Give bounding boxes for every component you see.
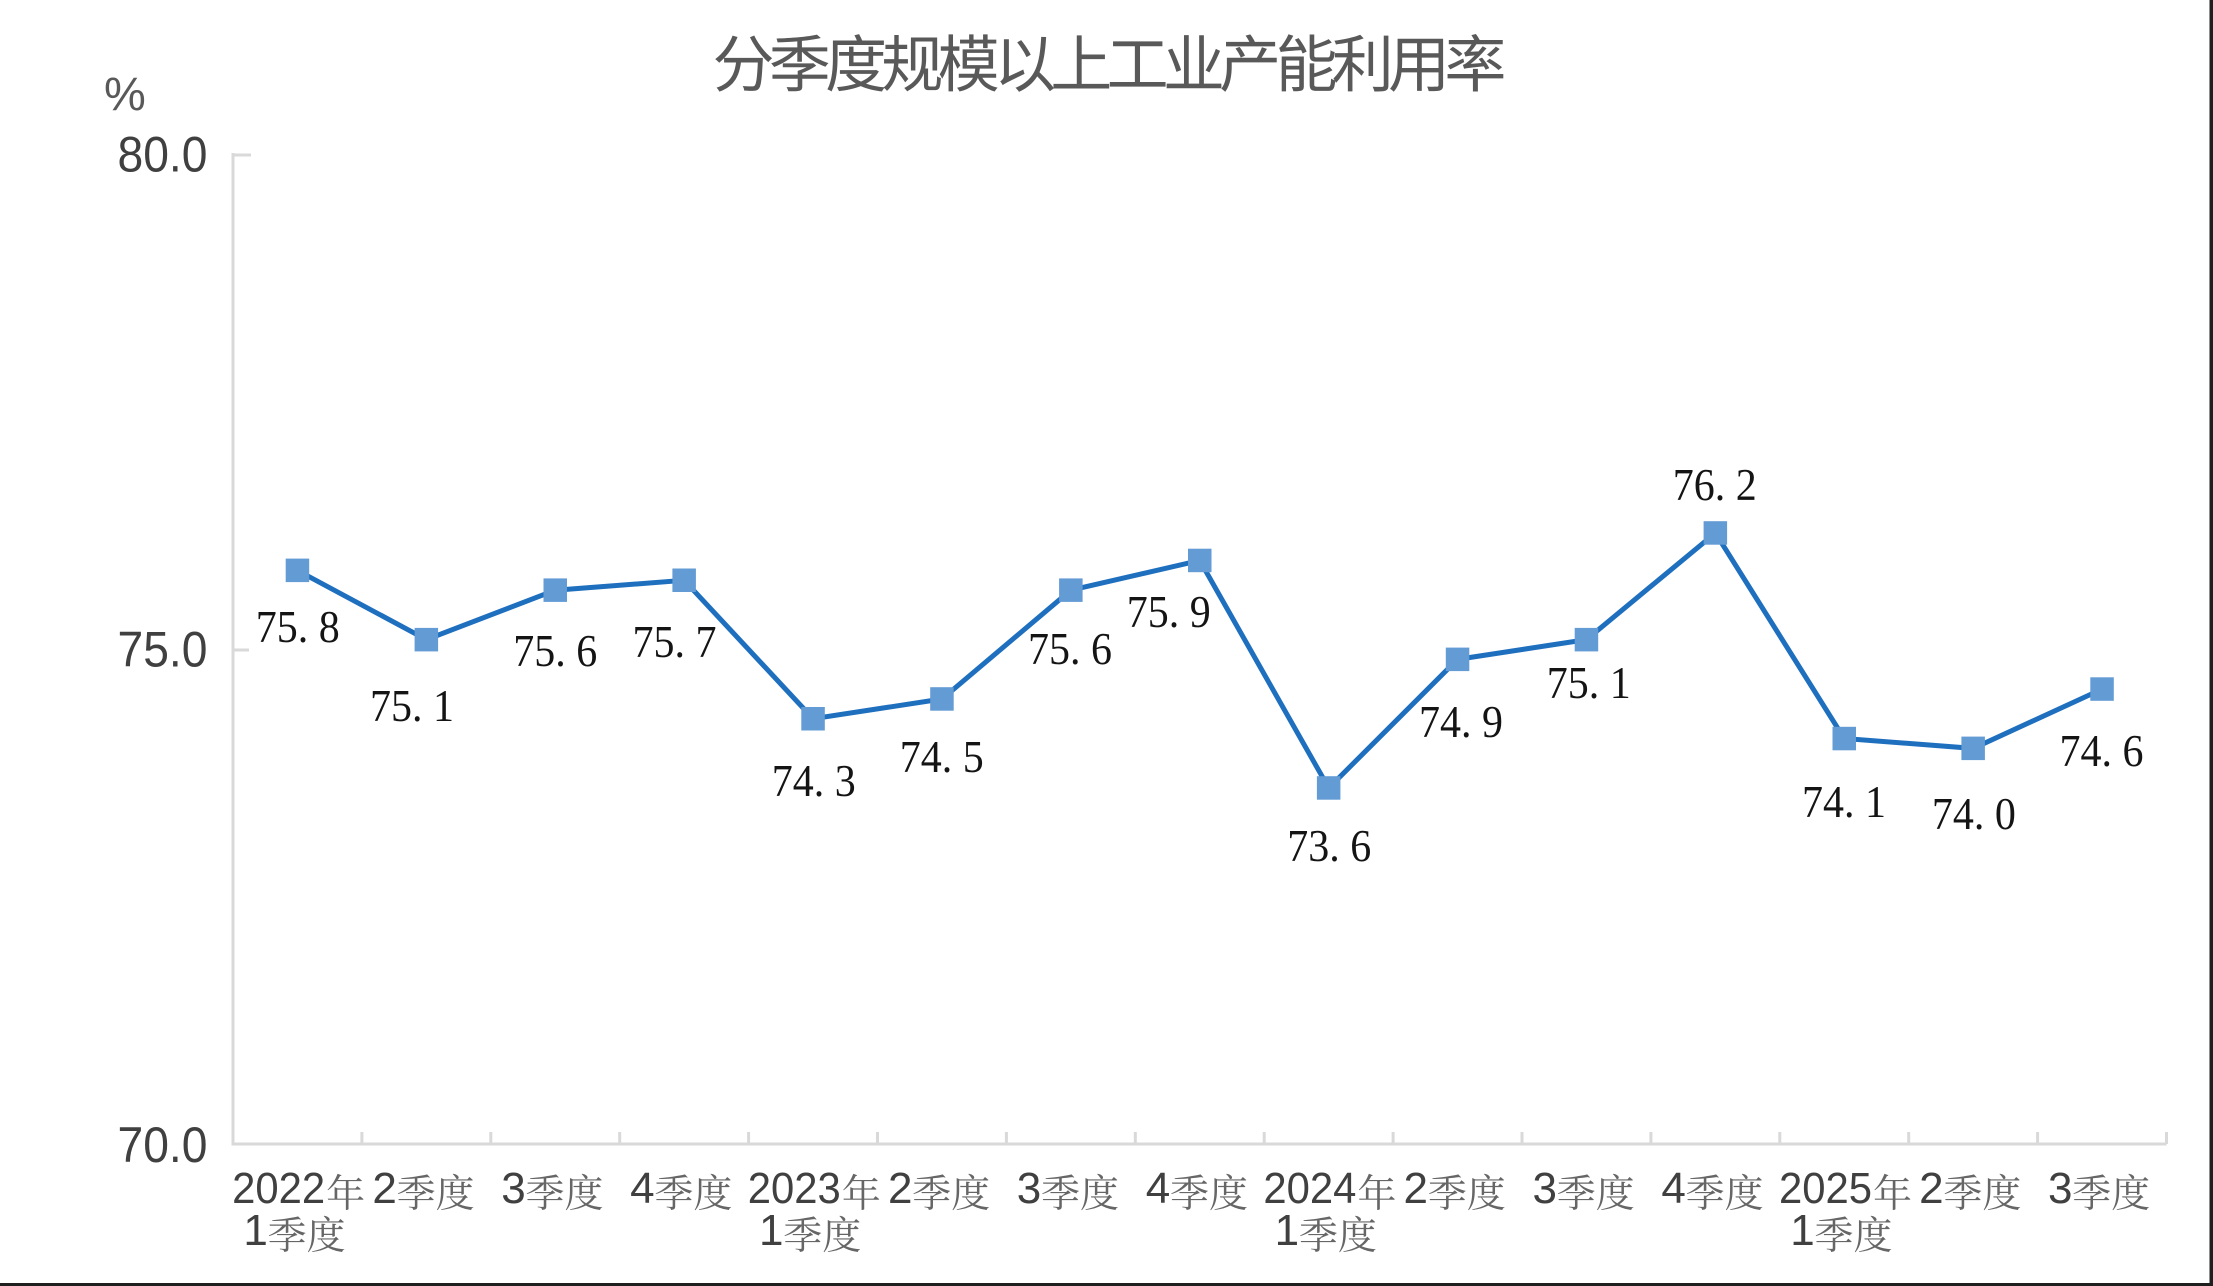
svg-text:2023: 2023 (748, 1164, 841, 1213)
svg-text:2: 2 (1404, 1164, 1428, 1213)
svg-text:80.0: 80.0 (118, 127, 208, 183)
svg-text:75. 7: 75. 7 (633, 617, 717, 667)
svg-text:2022: 2022 (232, 1164, 325, 1213)
svg-text:74. 1: 74. 1 (1802, 777, 1886, 827)
svg-text:75. 6: 75. 6 (1028, 624, 1112, 674)
svg-text:1: 1 (759, 1206, 783, 1255)
svg-text:74. 3: 74. 3 (772, 756, 856, 806)
svg-text:3: 3 (1532, 1164, 1556, 1213)
svg-text:2: 2 (1919, 1164, 1943, 1213)
svg-text:70.0: 70.0 (118, 1117, 208, 1173)
svg-text:1: 1 (1275, 1206, 1299, 1255)
svg-text:75. 6: 75. 6 (513, 626, 597, 676)
svg-text:4: 4 (1146, 1164, 1170, 1213)
svg-text:3: 3 (501, 1164, 525, 1213)
svg-text:1: 1 (243, 1206, 267, 1255)
svg-text:75. 1: 75. 1 (370, 681, 454, 731)
svg-text:4: 4 (630, 1164, 654, 1213)
svg-text:75. 9: 75. 9 (1127, 587, 1211, 637)
svg-text:2025: 2025 (1779, 1164, 1872, 1213)
svg-text:73. 6: 73. 6 (1287, 821, 1371, 871)
svg-text:76. 2: 76. 2 (1673, 460, 1757, 510)
svg-text:2: 2 (888, 1164, 912, 1213)
svg-text:75.0: 75.0 (118, 622, 208, 678)
svg-text:2: 2 (372, 1164, 396, 1213)
svg-text:%: % (104, 67, 146, 120)
svg-text:75. 8: 75. 8 (256, 602, 340, 652)
svg-text:2024: 2024 (1263, 1164, 1356, 1213)
svg-text:1: 1 (1790, 1206, 1814, 1255)
svg-text:3: 3 (1017, 1164, 1041, 1213)
svg-text:74. 5: 74. 5 (900, 732, 984, 782)
svg-text:3: 3 (2048, 1164, 2072, 1213)
svg-text:74. 6: 74. 6 (2060, 726, 2144, 776)
svg-text:74. 0: 74. 0 (1932, 789, 2016, 839)
svg-text:74. 9: 74. 9 (1419, 697, 1503, 747)
svg-text:4: 4 (1661, 1164, 1685, 1213)
svg-text:75. 1: 75. 1 (1547, 658, 1631, 708)
